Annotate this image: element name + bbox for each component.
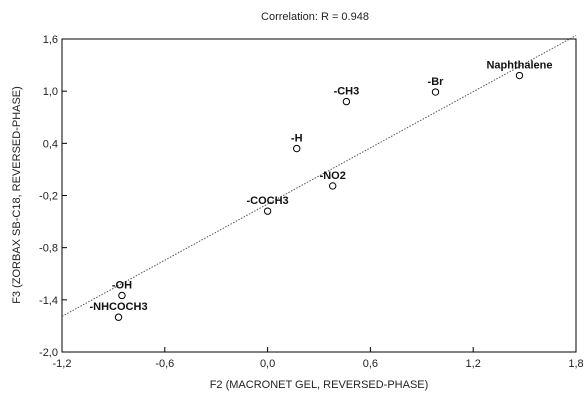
data-point xyxy=(342,97,351,106)
data-point xyxy=(431,88,440,96)
data-point-label: -H xyxy=(291,133,303,145)
y-axis-title: F3 (ZORBAX SB-C18, REVERSED-PHASE) xyxy=(11,86,23,304)
data-point xyxy=(515,71,524,80)
data-point-label: Naphthalene xyxy=(486,60,552,72)
data-point-label: -COCH3 xyxy=(247,195,289,207)
data-point xyxy=(263,207,272,215)
y-tick-label: 1,0 xyxy=(43,86,58,98)
data-point xyxy=(118,291,126,300)
x-tick-label: 1,8 xyxy=(568,358,583,370)
y-tick-label: -0,8 xyxy=(39,243,58,255)
x-axis-title: F2 (MACRONET GEL, REVERSED-PHASE) xyxy=(210,379,429,391)
y-tick-label: -0,2 xyxy=(39,191,58,203)
data-point-label: -NO2 xyxy=(320,170,346,182)
y-axis-ticks: 1,6 1,0 0,4 -0,2 -0,8 -1,4 -2,0 xyxy=(39,34,67,359)
x-axis-ticks: -1,2 -0,6 0,0 0,6 1,2 1,8 xyxy=(53,347,584,370)
x-tick-label: -0,6 xyxy=(155,358,174,370)
y-tick-label: -1,4 xyxy=(39,295,58,307)
y-tick-label: 1,6 xyxy=(43,34,58,46)
y-tick-label: 0,4 xyxy=(43,138,58,150)
chart-title: Correlation: R = 0.948 xyxy=(261,11,369,23)
x-tick-label: -1,2 xyxy=(53,358,72,370)
data-point-label: -NHCOCH3 xyxy=(90,301,148,313)
data-point xyxy=(114,313,123,321)
data-point-label: -CH3 xyxy=(334,86,360,98)
data-point xyxy=(293,144,301,153)
data-point-label: -Br xyxy=(428,76,445,88)
data-point-label: -OH xyxy=(112,279,132,291)
x-tick-label: 0,6 xyxy=(363,358,378,370)
data-point xyxy=(329,182,337,190)
x-tick-label: 1,2 xyxy=(466,358,481,370)
y-tick-label: -2,0 xyxy=(39,347,58,359)
data-points-layer: Naphthalene -Br -CH3 -H -NO2 -COCH3 -OH -NHCOCH… xyxy=(90,60,552,321)
x-tick-label: 0,0 xyxy=(260,358,275,370)
